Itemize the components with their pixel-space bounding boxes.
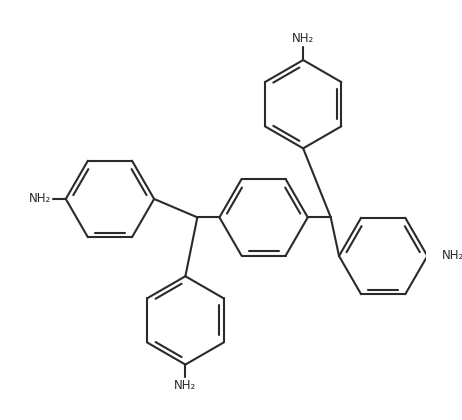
Text: NH₂: NH₂ [292, 32, 314, 45]
Text: NH₂: NH₂ [29, 192, 51, 205]
Text: NH₂: NH₂ [174, 379, 196, 392]
Text: NH₂: NH₂ [442, 249, 462, 262]
